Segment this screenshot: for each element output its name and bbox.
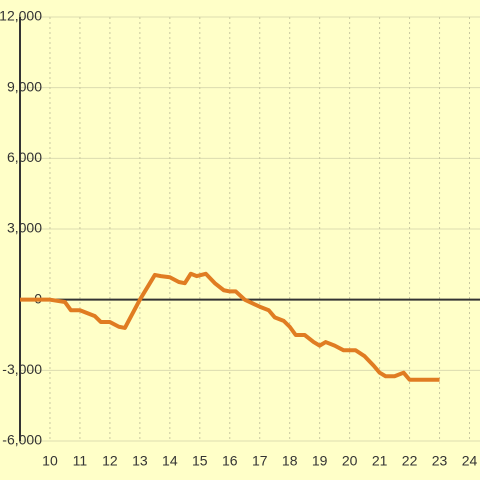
x-tick-label: 20 bbox=[342, 453, 358, 469]
y-tick-label: -3,000 bbox=[2, 361, 42, 377]
x-tick-label: 13 bbox=[132, 453, 148, 469]
x-tick-label: 11 bbox=[73, 453, 88, 469]
y-tick-label: 12,000 bbox=[0, 8, 42, 24]
x-tick-label: 18 bbox=[282, 453, 298, 469]
x-tick-label: 16 bbox=[222, 453, 238, 469]
x-tick-label: 22 bbox=[402, 453, 418, 469]
x-tick-label: 23 bbox=[432, 453, 448, 469]
data-line bbox=[20, 271, 440, 382]
x-tick-label: 15 bbox=[192, 453, 208, 469]
x-tick-label: 19 bbox=[312, 453, 328, 469]
y-tick-label: 3,000 bbox=[7, 220, 42, 236]
y-tick-label: -6,000 bbox=[2, 432, 42, 448]
x-tick-label: 14 bbox=[162, 453, 178, 469]
x-tick-label: 10 bbox=[42, 453, 58, 469]
x-tick-label: 12 bbox=[102, 453, 118, 469]
x-tick-label: 17 bbox=[252, 453, 268, 469]
y-tick-label: 9,000 bbox=[7, 78, 42, 94]
y-tick-label: 6,000 bbox=[7, 149, 42, 165]
x-tick-label: 24 bbox=[462, 453, 478, 469]
x-tick-label: 21 bbox=[372, 453, 388, 469]
